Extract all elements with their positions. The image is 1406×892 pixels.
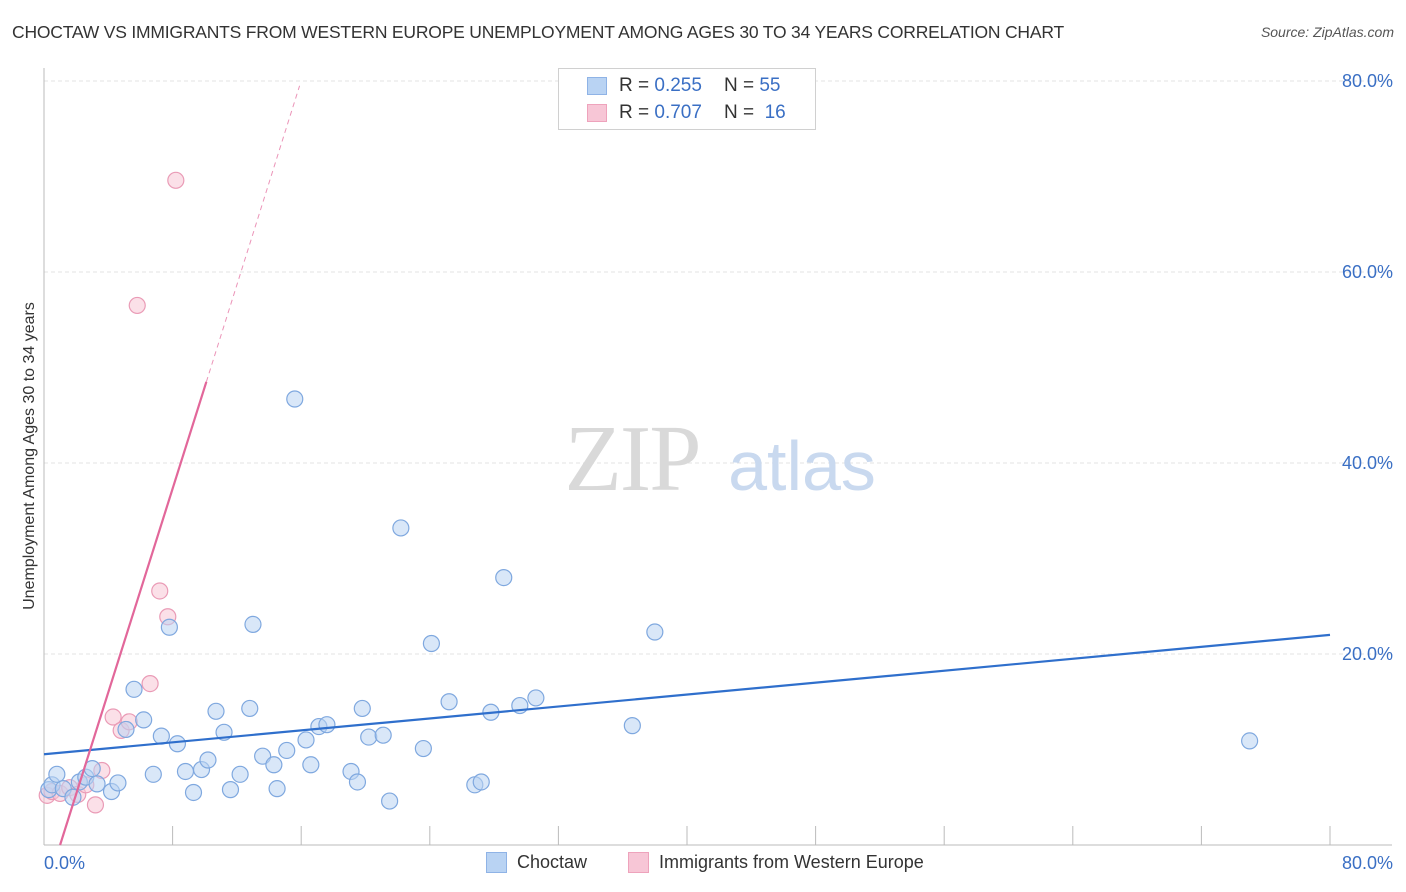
- data-point-choctaw: [646, 623, 664, 641]
- series-immigrants-points: [38, 171, 185, 814]
- y-tick-label: 20.0%: [1342, 644, 1393, 664]
- data-point-choctaw: [160, 618, 178, 636]
- data-point-choctaw: [231, 765, 249, 783]
- series-choctaw-points: [40, 390, 1259, 810]
- data-point-choctaw: [623, 717, 641, 735]
- tick-labels: 20.0% 40.0% 60.0% 80.0% 0.0% 80.0%: [44, 71, 1393, 873]
- data-point-choctaw: [117, 720, 135, 739]
- legend-label-choctaw: Choctaw: [517, 852, 588, 872]
- data-point-choctaw: [176, 762, 195, 781]
- data-point-choctaw: [184, 783, 203, 802]
- data-point-choctaw: [168, 735, 187, 753]
- x-tick-label: 80.0%: [1342, 853, 1393, 873]
- axes: [43, 68, 1392, 846]
- trend-line-immigrants: [59, 381, 208, 846]
- legend-swatch-immigrants: [628, 852, 649, 873]
- data-point-choctaw: [286, 390, 304, 408]
- data-point-immigrants: [104, 708, 122, 726]
- trend-line-immigrants-extension: [205, 85, 301, 382]
- trend-line-choctaw: [43, 633, 1331, 756]
- data-point-immigrants: [141, 675, 159, 693]
- source-label: Source: ZipAtlas.com: [1260, 24, 1394, 40]
- data-point-choctaw: [302, 756, 320, 774]
- data-point-immigrants: [151, 582, 169, 600]
- data-point-choctaw: [414, 739, 432, 758]
- data-point-choctaw: [244, 615, 262, 633]
- data-point-choctaw: [144, 765, 162, 783]
- correlation-legend: R = 0.255 N = 55 R = 0.707 N = 16: [558, 68, 816, 130]
- legend-r-label: R =: [619, 102, 650, 123]
- data-point-choctaw: [374, 726, 392, 744]
- data-point-choctaw: [199, 751, 217, 769]
- data-point-choctaw: [265, 756, 283, 774]
- watermark-atlas: atlas: [728, 427, 876, 505]
- legend-swatch-immigrants: [587, 104, 607, 122]
- y-tick-label: 80.0%: [1342, 71, 1393, 91]
- data-point-choctaw: [318, 716, 336, 734]
- legend-n-value: 16: [764, 102, 786, 123]
- data-point-choctaw: [48, 765, 66, 783]
- grid-lines: [44, 80, 1392, 655]
- data-point-choctaw: [440, 693, 458, 711]
- x-tick-label: 0.0%: [44, 853, 85, 873]
- watermark-zip: ZIP: [565, 407, 700, 511]
- legend-r-value: 0.255: [654, 75, 702, 96]
- series-legend: Choctaw Immigrants from Western Europe: [0, 852, 1406, 878]
- legend-r-label: R =: [619, 75, 650, 96]
- data-point-choctaw: [360, 728, 378, 746]
- y-tick-label: 40.0%: [1342, 453, 1393, 473]
- data-point-choctaw: [1241, 732, 1259, 750]
- data-point-choctaw: [268, 780, 286, 798]
- chart-title: CHOCTAW VS IMMIGRANTS FROM WESTERN EUROP…: [12, 22, 1064, 42]
- legend-r-value: 0.707: [654, 102, 702, 123]
- legend-n-label: N =: [723, 75, 755, 96]
- y-tick-label: 60.0%: [1342, 262, 1393, 282]
- data-point-immigrants: [128, 296, 146, 315]
- trend-lines: [43, 85, 1331, 846]
- legend-n-value: 55: [759, 75, 781, 96]
- legend-item-choctaw[interactable]: Choctaw: [486, 852, 587, 873]
- data-point-choctaw: [278, 741, 296, 760]
- data-point-choctaw: [109, 774, 127, 792]
- data-point-choctaw: [381, 792, 399, 810]
- data-point-choctaw: [422, 634, 441, 653]
- data-point-choctaw: [297, 731, 315, 749]
- data-point-choctaw: [472, 773, 490, 791]
- watermark: ZIP atlas: [565, 407, 876, 511]
- data-point-choctaw: [221, 781, 240, 799]
- legend-n-label: N =: [723, 102, 755, 123]
- data-point-immigrants: [167, 171, 185, 189]
- data-point-immigrants: [86, 796, 105, 814]
- data-point-choctaw: [207, 702, 225, 720]
- data-point-choctaw: [353, 699, 371, 718]
- data-point-choctaw: [527, 689, 545, 707]
- legend-label-immigrants: Immigrants from Western Europe: [659, 852, 924, 872]
- data-point-choctaw: [241, 699, 259, 718]
- data-point-choctaw: [495, 568, 513, 587]
- data-point-choctaw: [135, 711, 153, 729]
- data-point-choctaw: [152, 727, 170, 745]
- data-point-choctaw: [348, 773, 367, 791]
- data-point-choctaw: [125, 680, 143, 698]
- legend-swatch-choctaw: [486, 852, 507, 873]
- legend-swatch-choctaw: [587, 77, 607, 95]
- legend-item-immigrants[interactable]: Immigrants from Western Europe: [628, 852, 924, 873]
- data-point-choctaw: [392, 519, 410, 537]
- data-point-choctaw: [88, 775, 106, 793]
